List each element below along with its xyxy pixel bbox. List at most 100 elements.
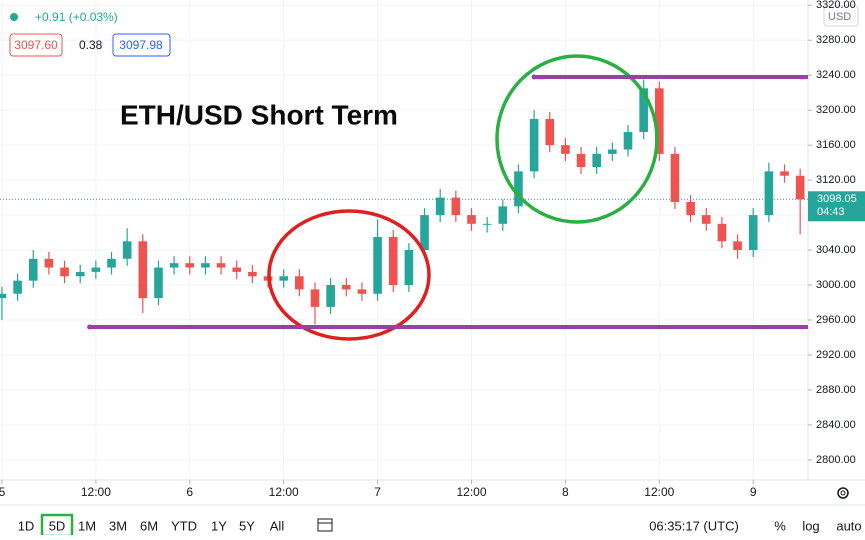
last-price-box	[808, 191, 865, 222]
candle-body	[561, 145, 570, 154]
range-button[interactable]: 1Y	[211, 518, 227, 533]
candle-body	[795, 175, 805, 200]
y-tick-label: 3200.00	[816, 104, 856, 116]
candle-body	[107, 258, 116, 268]
candle-body	[232, 267, 242, 272]
y-tick-label: 3040.00	[816, 244, 856, 256]
annotation: ETH/USD Short Term	[120, 99, 398, 130]
candle-body	[592, 153, 602, 167]
level-handle	[87, 324, 93, 330]
candle-body	[28, 258, 38, 281]
candle-body	[748, 215, 758, 251]
candle-body	[733, 241, 742, 251]
y-tick-label: 2960.00	[816, 314, 856, 326]
candle-body	[138, 241, 148, 299]
x-tick-label: 12:00	[269, 485, 299, 499]
candle-body	[467, 215, 476, 224]
candle-body	[185, 263, 195, 268]
change: +0.91 (+0.03%)	[35, 10, 118, 24]
candle-body	[0, 293, 7, 299]
x-tick-label: 6	[186, 485, 193, 499]
candle-body	[154, 267, 163, 299]
range-button[interactable]: 5D	[49, 518, 66, 533]
range-button[interactable]: YTD	[171, 518, 197, 533]
candle-body	[482, 223, 492, 225]
candle-body	[279, 276, 288, 281]
range-button[interactable]: 1D	[18, 518, 35, 533]
candle-body	[529, 118, 539, 172]
candle-body	[44, 258, 54, 268]
ask-box[interactable]	[112, 33, 171, 57]
y-tick-label: 3280.00	[816, 34, 856, 46]
x-tick-label: 12:00	[81, 485, 111, 499]
candle-body	[451, 197, 461, 216]
x-tick-label: 9	[750, 485, 757, 499]
candle-body	[169, 263, 179, 268]
range-button[interactable]: 6M	[140, 518, 158, 533]
range-button[interactable]: 3M	[109, 518, 127, 533]
candle-body	[717, 223, 727, 242]
range-button[interactable]: 1M	[78, 518, 96, 533]
scale-option[interactable]: auto	[836, 518, 861, 533]
candle-body	[608, 149, 617, 154]
level-handle	[531, 74, 537, 80]
candle-body	[75, 271, 85, 277]
candle-body	[357, 289, 367, 294]
bid: 3097.60	[14, 38, 58, 52]
y-tick-label: 3160.00	[816, 139, 856, 151]
candle-body	[388, 236, 398, 286]
x-tick-label: 12:00	[644, 485, 674, 499]
candle-body	[780, 171, 789, 176]
candle-body	[310, 289, 320, 307]
bid-box[interactable]	[9, 33, 63, 57]
status-dot	[10, 13, 18, 21]
range-button[interactable]: All	[270, 518, 285, 533]
x-tick-label: 7	[374, 485, 381, 499]
candle-body	[201, 263, 210, 268]
candle-body	[623, 132, 633, 150]
candle-body	[122, 241, 132, 259]
ask: 3097.98	[119, 38, 163, 52]
clock: 06:35:17 (UTC)	[649, 518, 739, 533]
candle-body	[60, 267, 69, 277]
date-range-icon[interactable]	[317, 518, 333, 532]
y-tick-label: 3240.00	[816, 69, 856, 81]
candle-body	[295, 276, 304, 290]
toolbar: 1D 5D 1M 3M 6M YTD 1Y 5Y All% log auto	[18, 513, 862, 538]
candle-body	[686, 201, 695, 216]
currency: USD	[828, 11, 851, 23]
scale-option[interactable]: log	[802, 518, 819, 533]
candle-body	[404, 250, 414, 286]
candle-body	[435, 197, 445, 216]
x-tick-label: 5	[0, 485, 6, 499]
y-tick-label: 3000.00	[816, 279, 856, 291]
range-button[interactable]: 5Y	[239, 518, 255, 533]
candle-body	[373, 236, 382, 294]
y-tick-label: 2800.00	[816, 454, 856, 466]
y-tick-label: 2880.00	[816, 384, 856, 396]
highlight-circle	[267, 209, 431, 341]
scale-option[interactable]: %	[774, 518, 786, 533]
y-tick-label: 2840.00	[816, 419, 856, 431]
y-tick-label: 3320.00	[816, 0, 856, 11]
candle-body	[655, 88, 664, 154]
x-tick-label: 12:00	[456, 485, 486, 499]
last-price-label: 3098.05	[817, 193, 857, 205]
settings-icon[interactable]	[837, 487, 849, 499]
candle-body	[91, 267, 101, 272]
candle-body	[498, 206, 508, 224]
y-tick-label: 3120.00	[816, 174, 856, 186]
x-tick-label: 8	[562, 485, 569, 499]
candle-body	[341, 285, 351, 290]
candle-body	[545, 118, 555, 146]
candle-body	[216, 263, 226, 268]
candle-body	[701, 215, 711, 224]
candle-body	[13, 280, 22, 294]
candle-body	[420, 215, 429, 251]
currency-button[interactable]	[823, 5, 859, 27]
candle-body	[764, 171, 774, 216]
candle-body	[576, 153, 586, 167]
